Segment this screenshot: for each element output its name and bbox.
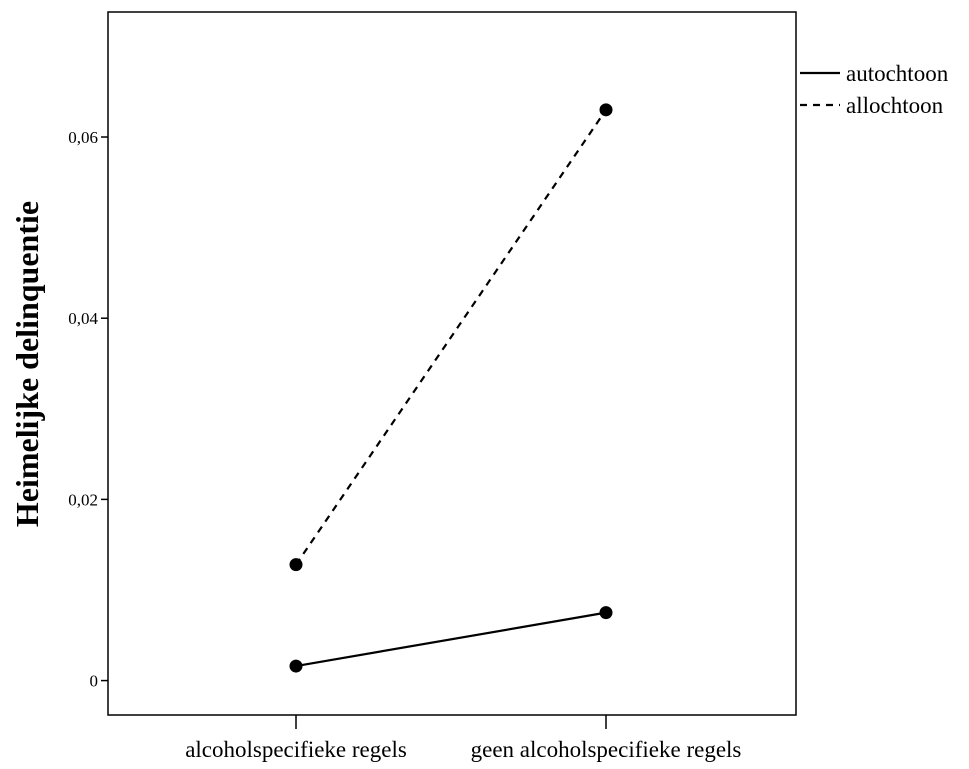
series-line-autochtoon [295,611,607,668]
y-axis-label: Heimelijke delinquentie [9,201,45,527]
series-layer [289,103,613,673]
data-point-allochtoon-1 [599,103,613,117]
x-category-label-0: alcoholspecifieke regels [185,737,407,762]
data-point-autochtoon-1 [599,606,613,620]
x-axis: alcoholspecifieke regels geen alcoholspec… [185,715,741,762]
legend-label-allochtoon: allochtoon [846,93,944,118]
x-category-label-1: geen alcoholspecifieke regels [471,737,742,762]
data-point-autochtoon-0 [289,659,303,673]
plot-frame [107,11,797,716]
y-tick-label-0: 0 [90,672,99,691]
legend-label-autochtoon: autochtoon [846,61,949,86]
y-axis: 0 0,02 0,04 0,06 [68,128,108,691]
y-tick-label-3: 0,06 [68,128,98,147]
legend: autochtoon allochtoon [800,61,949,118]
series-line-allochtoon [295,109,607,566]
data-point-allochtoon-0 [289,558,303,572]
y-tick-label-2: 0,04 [68,309,98,328]
y-tick-label-1: 0,02 [68,490,98,509]
